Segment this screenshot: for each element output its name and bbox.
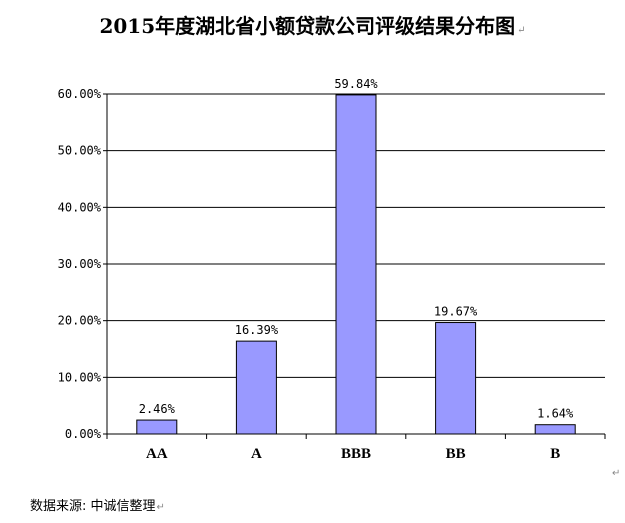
bar <box>136 419 178 435</box>
source-text: 数据来源: 中诚信整理 <box>30 499 156 514</box>
bar <box>534 424 576 435</box>
chart-title-text: 2015年度湖北省小额贷款公司评级结果分布图 <box>99 14 516 38</box>
y-tick-label: 40.00% <box>58 200 102 214</box>
paragraph-mark-icon: ↵ <box>612 468 621 479</box>
x-category-label: BBB <box>341 446 371 462</box>
data-label: 2.46% <box>139 402 176 416</box>
x-category-label: B <box>550 446 560 462</box>
source-note: 数据来源: 中诚信整理↵ <box>30 495 165 514</box>
paragraph-mark-icon: ↵ <box>517 25 526 36</box>
y-tick-label: 20.00% <box>58 314 102 328</box>
data-label: 59.84% <box>334 77 378 91</box>
bar <box>335 94 377 435</box>
y-tick-label: 10.00% <box>58 370 102 384</box>
paragraph-mark-icon: ↵ <box>156 502 165 513</box>
chart-title: 2015年度湖北省小额贷款公司评级结果分布图 ↵ <box>0 10 625 39</box>
data-label: 16.39% <box>235 323 279 337</box>
y-tick-label: 60.00% <box>58 87 102 101</box>
x-category-label: AA <box>146 446 168 462</box>
data-label: 19.67% <box>434 305 478 319</box>
x-category-label: A <box>251 446 262 462</box>
data-label: 1.64% <box>537 407 574 421</box>
bar <box>235 340 277 435</box>
y-tick-label: 0.00% <box>65 427 102 441</box>
y-tick-label: 50.00% <box>58 144 102 158</box>
y-tick-label: 30.00% <box>58 257 102 271</box>
bar <box>435 322 477 435</box>
x-category-label: BB <box>446 446 466 462</box>
